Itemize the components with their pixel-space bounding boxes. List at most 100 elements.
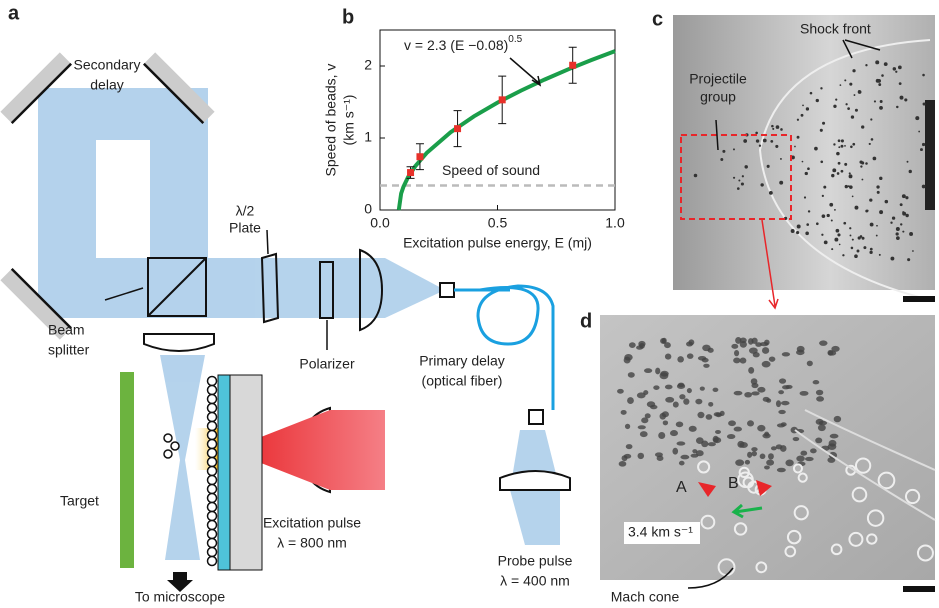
projectile xyxy=(880,100,883,103)
projectile xyxy=(861,161,864,164)
projectile xyxy=(764,432,769,437)
projectile xyxy=(738,180,740,182)
projectile xyxy=(820,160,823,163)
projectile xyxy=(697,412,704,418)
projectile xyxy=(912,250,914,252)
projectile xyxy=(735,459,744,466)
bead xyxy=(171,442,179,450)
projectile xyxy=(802,161,804,163)
projectile xyxy=(771,125,774,128)
projectile xyxy=(679,461,685,466)
projectile xyxy=(873,157,877,161)
projectile xyxy=(841,145,844,148)
projectile xyxy=(665,385,673,390)
projectile xyxy=(720,158,723,161)
projectile xyxy=(834,238,838,242)
projectile xyxy=(665,397,674,403)
projectile xyxy=(804,196,806,198)
projectile xyxy=(890,257,894,261)
projectile xyxy=(781,401,790,405)
projectile xyxy=(757,387,765,393)
scale-bar xyxy=(903,586,935,592)
projectile xyxy=(807,167,810,170)
projectile xyxy=(794,146,796,148)
projectile xyxy=(708,442,716,446)
projectile xyxy=(741,182,744,185)
projectile xyxy=(756,139,759,142)
projectile xyxy=(660,372,669,379)
projectile xyxy=(878,83,881,86)
projectile xyxy=(757,425,765,432)
projectile xyxy=(662,411,669,417)
projectile xyxy=(641,417,648,423)
projectile xyxy=(865,64,867,66)
projectile xyxy=(852,143,855,146)
panel-letter: d xyxy=(580,310,592,332)
bead xyxy=(208,458,217,467)
bead xyxy=(208,521,217,530)
projectile xyxy=(805,232,809,236)
bead xyxy=(208,386,217,395)
projectile xyxy=(779,181,783,185)
projectile xyxy=(742,175,744,177)
projectile xyxy=(748,338,754,345)
bead xyxy=(208,530,217,539)
projectile xyxy=(764,340,770,346)
projectile xyxy=(627,397,634,404)
projectile xyxy=(755,132,758,135)
label: To microscope xyxy=(135,589,225,605)
label: A xyxy=(676,479,687,496)
projectile xyxy=(854,254,858,258)
projectile xyxy=(836,152,840,156)
projectile xyxy=(909,170,912,173)
projectile xyxy=(683,398,689,404)
projectile xyxy=(819,421,827,425)
projectile xyxy=(822,195,824,197)
bead xyxy=(208,548,217,557)
projectile xyxy=(778,410,785,414)
data-point xyxy=(454,125,461,132)
projectile xyxy=(861,179,863,181)
projectile xyxy=(922,143,925,146)
projectile xyxy=(922,185,926,189)
projectile xyxy=(806,223,809,226)
projectile xyxy=(814,147,818,151)
y-axis-label: Speed of beads, v xyxy=(323,64,339,177)
projectile xyxy=(780,128,783,131)
projectile xyxy=(877,191,880,194)
projectile xyxy=(670,430,678,436)
projectile xyxy=(870,248,873,251)
fiber xyxy=(454,286,553,410)
projectile xyxy=(640,431,648,437)
projectile xyxy=(904,98,907,101)
projectile xyxy=(800,451,807,456)
projectile xyxy=(876,185,879,188)
projectile xyxy=(619,461,627,467)
projectile xyxy=(899,82,902,85)
projectile xyxy=(834,416,841,422)
bead xyxy=(208,485,217,494)
projectile xyxy=(677,441,686,445)
projectile xyxy=(862,237,865,240)
projectile xyxy=(850,146,853,149)
projectile xyxy=(845,103,847,105)
projectile xyxy=(855,109,858,112)
projectile xyxy=(879,177,882,180)
projectile xyxy=(653,385,659,390)
projectile xyxy=(744,165,747,168)
projectile xyxy=(748,367,754,374)
projectile xyxy=(876,225,878,227)
projectile xyxy=(791,229,795,233)
projectile xyxy=(865,162,868,165)
projectile xyxy=(639,343,645,349)
projectile xyxy=(715,413,722,418)
projectile xyxy=(816,390,823,396)
projectile xyxy=(839,244,841,246)
bead xyxy=(208,395,217,404)
projectile xyxy=(737,187,740,190)
projectile xyxy=(733,177,735,179)
panel-letter: a xyxy=(8,2,20,24)
projectile xyxy=(922,74,925,77)
projectile xyxy=(762,347,769,354)
projectile xyxy=(896,227,900,231)
